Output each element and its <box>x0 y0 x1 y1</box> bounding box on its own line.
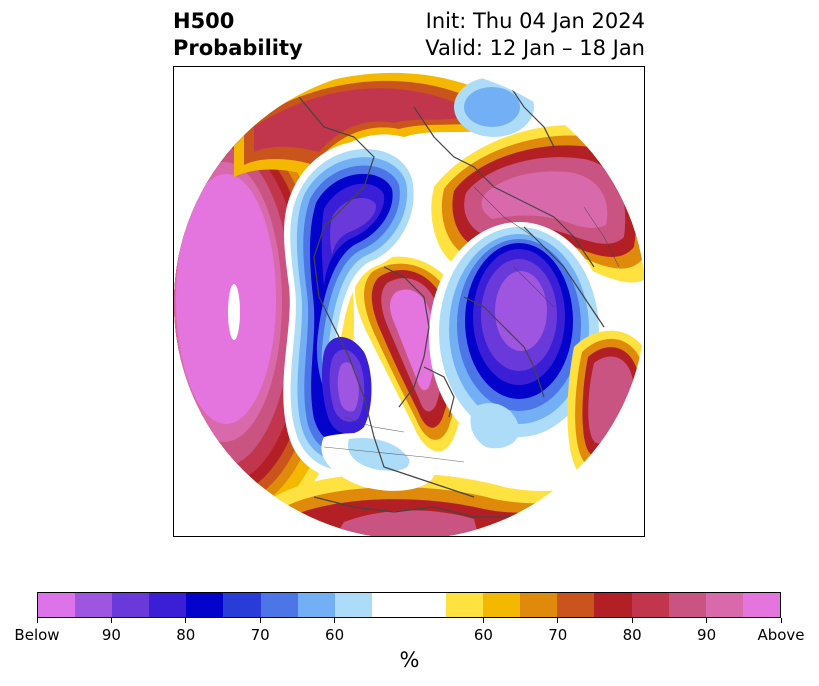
colorbar-segment <box>408 593 447 617</box>
title-right: Init: Thu 04 Jan 2024 Valid: 12 Jan – 18… <box>425 8 645 62</box>
atlantic-positive-anomaly <box>567 330 644 479</box>
colorbar-tick-label: Above <box>757 626 805 644</box>
colorbar-segment <box>705 593 743 617</box>
init-time: Init: Thu 04 Jan 2024 <box>425 9 645 33</box>
arctic-positive-arc <box>234 72 504 177</box>
colorbar-segment <box>112 593 150 617</box>
colorbar-segment <box>742 593 780 617</box>
colorbar-tick-mark <box>36 618 38 623</box>
probability-map <box>174 67 644 536</box>
colorbar-segment <box>371 593 409 617</box>
title-variable: H500 <box>173 9 235 33</box>
colorbar-tick-mark <box>780 618 782 623</box>
canada-negative-anomaly <box>283 140 422 480</box>
colorbar-segment <box>38 593 76 617</box>
colorbar-segment <box>260 593 298 617</box>
colorbar-segment <box>594 593 632 617</box>
valid-range: Valid: 12 Jan – 18 Jan <box>425 36 645 60</box>
colorbar-segment <box>668 593 706 617</box>
colorbar-tick-label: 80 <box>176 626 196 644</box>
colorbar-tick-label: 80 <box>622 626 642 644</box>
colorbar-segment <box>446 593 484 617</box>
colorbar-tick-label: 90 <box>697 626 717 644</box>
colorbar-tick-mark <box>706 618 708 623</box>
colorbar-segment <box>334 593 372 617</box>
units-label: % <box>399 648 420 672</box>
europe-negative-anomaly <box>429 222 609 452</box>
colorbar-segment <box>483 593 521 617</box>
colorbar-segment <box>149 593 187 617</box>
colorbar-tick-label: 60 <box>325 626 345 644</box>
colorbar-tick-mark <box>557 618 559 623</box>
colorbar-segment <box>631 593 669 617</box>
colorbar-tick-mark <box>482 618 484 623</box>
title-product: Probability <box>173 36 303 60</box>
colorbar-tick-mark <box>631 618 633 623</box>
colorbar <box>37 592 781 618</box>
eurasia-positive-anomaly <box>431 125 644 283</box>
north-negative-small <box>454 77 534 137</box>
colorbar-tick-label: Below <box>14 626 60 644</box>
colorbar-segment <box>186 593 224 617</box>
colorbar-tick-mark <box>185 618 187 623</box>
colorbar-tick-label: 70 <box>548 626 568 644</box>
colorbar-tick-label: 90 <box>101 626 121 644</box>
title-left: H500 Probability <box>173 8 303 62</box>
colorbar-segment <box>223 593 261 617</box>
colorbar-tick-mark <box>334 618 336 623</box>
colorbar-segment <box>520 593 558 617</box>
colorbar-segment <box>75 593 113 617</box>
us-neutral-pocket <box>321 403 520 491</box>
borders <box>323 186 620 463</box>
colorbar-tick-mark <box>110 618 112 623</box>
colorbar-tick-label: 60 <box>473 626 493 644</box>
colorbar-tick-label: 70 <box>250 626 270 644</box>
colorbar-segment <box>297 593 335 617</box>
colorbar-segment <box>557 593 595 617</box>
colorbar-tick-mark <box>259 618 261 623</box>
map-panel <box>173 66 645 537</box>
